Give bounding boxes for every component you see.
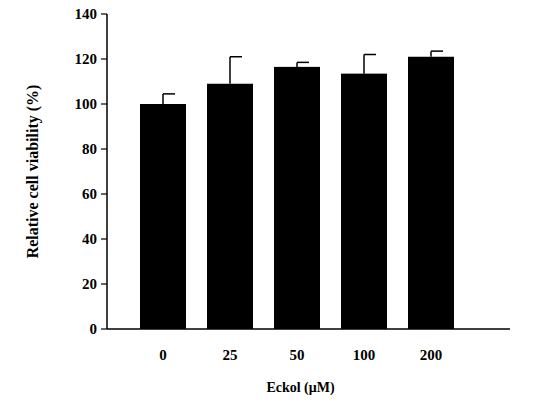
x-tick-label: 100 — [353, 347, 376, 363]
error-line — [363, 55, 365, 74]
chart-svg: 0 20 40 60 80 100 120 140 0 25 50 100 200 Eckol (μM) R… — [0, 0, 537, 405]
y-tick — [101, 103, 107, 104]
y-tick-label: 40 — [82, 231, 97, 247]
y-tick-label: 60 — [82, 186, 97, 202]
error-line — [229, 57, 231, 84]
x-axis-label: Eckol (μM) — [266, 380, 335, 396]
y-tick-label: 140 — [75, 6, 98, 22]
y-tick — [101, 148, 107, 149]
y-tick — [101, 58, 107, 59]
error-cap — [163, 93, 175, 95]
bar — [274, 67, 320, 329]
y-tick-label: 80 — [82, 141, 97, 157]
x-tick-label: 200 — [420, 347, 443, 363]
bar — [408, 57, 454, 329]
y-axis-label: Relative cell viability (%) — [24, 85, 42, 259]
x-tick-label: 25 — [223, 347, 238, 363]
plot-area — [140, 51, 454, 329]
y-tick — [101, 328, 107, 329]
error-bar — [230, 57, 242, 84]
x-axis — [107, 328, 510, 330]
error-line — [162, 94, 164, 104]
error-bar — [364, 55, 376, 74]
bar — [140, 104, 186, 329]
error-bar — [431, 51, 443, 57]
error-cap — [230, 56, 242, 58]
error-bar — [163, 94, 175, 104]
chart-container: 0 20 40 60 80 100 120 140 0 25 50 100 200 Eckol (μM) R… — [0, 0, 537, 405]
x-tick-label: 50 — [290, 347, 305, 363]
bar — [207, 84, 253, 329]
y-tick — [101, 13, 107, 14]
bar — [341, 74, 387, 329]
y-tick-label: 120 — [75, 51, 98, 67]
y-axis — [106, 14, 108, 329]
x-tick-label: 0 — [159, 347, 167, 363]
y-tick — [101, 283, 107, 284]
y-tick — [101, 193, 107, 194]
error-line — [430, 51, 432, 57]
y-tick-label: 20 — [82, 276, 97, 292]
error-cap — [364, 54, 376, 56]
error-bar — [297, 62, 309, 67]
y-tick — [101, 238, 107, 239]
error-cap — [297, 62, 309, 64]
y-tick-label: 100 — [75, 96, 98, 112]
error-cap — [431, 50, 443, 52]
y-tick-label: 0 — [90, 321, 98, 337]
